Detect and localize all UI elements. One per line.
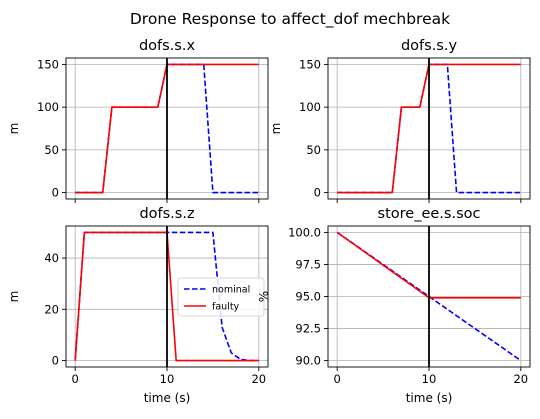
x-tick-label: 0	[334, 372, 341, 386]
plot-area	[337, 63, 521, 194]
y-axis-label: m	[269, 123, 283, 135]
y-tick-label: 150	[299, 57, 321, 71]
subplot-store-ee-s-soc: 0 10 20 90.0 92.5 95.0 97.5 100.0 store_ee.s.soc…	[257, 206, 531, 405]
legend-entry-faulty: faulty	[212, 302, 240, 313]
y-tick-label: 95.0	[295, 290, 321, 304]
subplot-dofs-s-x: 0 50 100 150 dofs.s.x m	[7, 38, 269, 203]
x-axis-label: time (s)	[144, 391, 191, 405]
y-tick-label: 20	[44, 302, 59, 316]
y-axis-label: m	[7, 291, 21, 303]
legend-entry-nominal: nominal	[212, 285, 250, 296]
x-tick-label: 20	[251, 372, 266, 386]
y-tick-label: 0	[52, 354, 59, 368]
subplot-dofs-s-y: 0 50 100 150 dofs.s.y m	[269, 38, 531, 203]
y-tick-label: 97.5	[295, 257, 321, 271]
subplot-title: dofs.s.z	[139, 206, 194, 222]
y-axis-label: %	[257, 291, 271, 302]
y-axis-label: m	[7, 123, 21, 135]
x-tick-label: 10	[422, 372, 437, 386]
y-tick-label: 40	[44, 251, 59, 265]
y-tick-label: 100	[37, 100, 59, 114]
subplot-dofs-s-z: 0 10 20 0 20 40 dofs.s.z m time (s) nominal faulty	[7, 206, 269, 405]
legend: nominal faulty	[177, 277, 265, 317]
x-tick-label: 10	[160, 372, 175, 386]
subplot-title: dofs.s.y	[401, 38, 458, 54]
series-faulty-line	[337, 63, 521, 194]
subplot-title: dofs.s.x	[139, 38, 196, 54]
subplot-title: store_ee.s.soc	[378, 206, 481, 222]
figure-title: Drone Response to affect_dof mechbreak	[130, 10, 450, 29]
y-tick-label: 0	[52, 186, 59, 200]
x-tick-label: 0	[72, 372, 79, 386]
y-tick-label: 50	[44, 143, 59, 157]
y-tick-label: 0	[314, 186, 321, 200]
y-tick-label: 150	[37, 57, 59, 71]
y-tick-label: 92.5	[295, 322, 321, 336]
series-faulty-line	[75, 63, 259, 194]
y-tick-label: 50	[306, 143, 321, 157]
x-axis-label: time (s)	[406, 391, 453, 405]
x-tick-label: 20	[513, 372, 528, 386]
y-tick-label: 100.0	[288, 225, 321, 239]
y-tick-label: 90.0	[295, 354, 321, 368]
y-tick-label: 100	[299, 100, 321, 114]
plot-area	[75, 63, 259, 194]
